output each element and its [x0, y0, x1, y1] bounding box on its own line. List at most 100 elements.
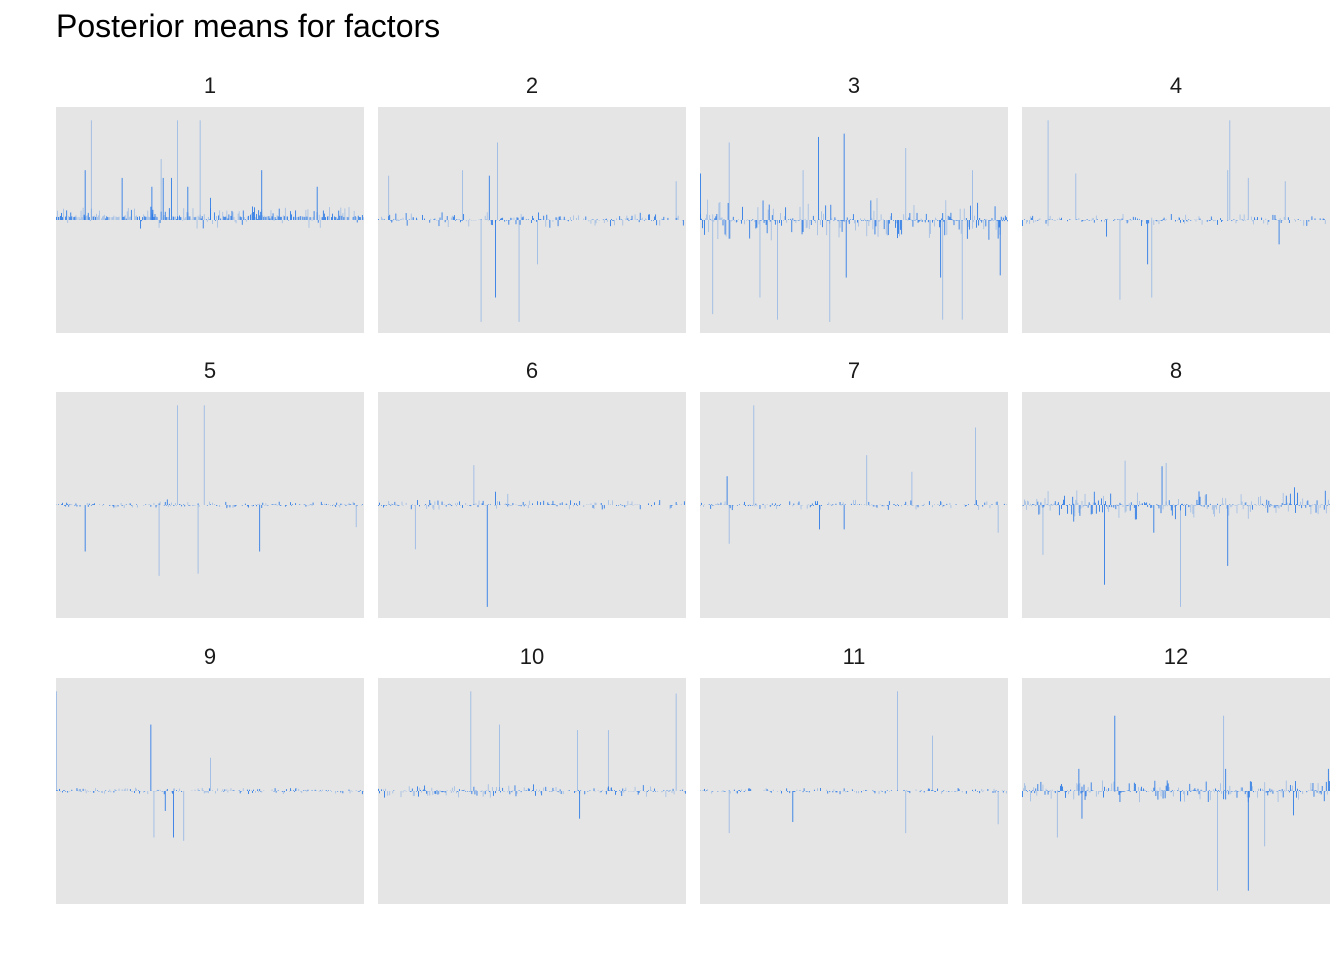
- factor-bar: [349, 503, 351, 505]
- factor-bar: [1064, 495, 1065, 505]
- factor-bar: [240, 791, 242, 792]
- factor-bar: [923, 503, 925, 505]
- factor-bar: [306, 505, 308, 506]
- factor-bar: [1209, 791, 1211, 801]
- factor-bar: [883, 220, 885, 230]
- factor-bar: [682, 220, 684, 226]
- factor-bar: [1284, 791, 1286, 792]
- factor-bar: [465, 503, 467, 505]
- factor-bar: [1126, 220, 1128, 224]
- factor-bar: [878, 220, 880, 222]
- factor-bar: [669, 505, 671, 510]
- factor-bar: [441, 501, 443, 505]
- factor-bar: [383, 789, 384, 791]
- factor-bar: [1194, 788, 1196, 791]
- factor-bar: [712, 220, 714, 315]
- factor-bar: [1213, 791, 1215, 793]
- factor-bar: [922, 505, 924, 506]
- factor-bar: [868, 501, 870, 505]
- factor-bar: [101, 218, 102, 220]
- factor-bar: [482, 500, 484, 505]
- factor-bar: [1124, 460, 1126, 505]
- factor-bar: [1197, 504, 1199, 505]
- factor-bar: [512, 790, 514, 791]
- factor-bar: [344, 503, 346, 505]
- factor-bar: [156, 790, 158, 791]
- factor-bar: [1263, 790, 1265, 791]
- factor-bar: [258, 210, 260, 220]
- factor-bar: [393, 219, 395, 220]
- factor-bar: [1163, 217, 1165, 220]
- factor-bar: [1084, 220, 1086, 221]
- factor-bar: [986, 501, 988, 505]
- factor-bar: [445, 220, 447, 221]
- factor-bar: [835, 791, 837, 793]
- factor-bar: [1182, 503, 1183, 505]
- factor-bar: [729, 791, 731, 794]
- factor-bar: [383, 219, 384, 220]
- factor-bar: [150, 505, 152, 507]
- factor-bar: [334, 216, 336, 220]
- factor-bar: [257, 219, 259, 220]
- factor-bar: [1132, 216, 1134, 220]
- factor-bar: [1206, 505, 1208, 509]
- factor-bar: [1234, 505, 1236, 506]
- factor-bar: [1127, 790, 1129, 791]
- factor-bar: [684, 791, 686, 794]
- factor-bar: [548, 219, 550, 220]
- factor-bar: [499, 501, 500, 505]
- factor-bar: [1029, 790, 1031, 791]
- factor-bar: [1276, 505, 1278, 507]
- factor-bar: [155, 791, 157, 792]
- factor-bar: [1262, 503, 1264, 505]
- factor-bar: [495, 791, 496, 794]
- factor-bar: [105, 790, 107, 791]
- factor-bar: [827, 791, 829, 794]
- factor-bar: [1114, 219, 1116, 220]
- factor-bar: [932, 790, 933, 791]
- factor-bar: [335, 217, 337, 220]
- factor-bar: [1140, 788, 1141, 791]
- factor-bar: [153, 791, 155, 838]
- factor-bar: [507, 791, 509, 793]
- factor-bar: [1221, 220, 1222, 223]
- factor-bar: [1279, 218, 1281, 220]
- factor-bar: [976, 220, 977, 228]
- factor-bar: [871, 504, 873, 505]
- strip-label: 2: [526, 73, 538, 98]
- factor-bar: [1091, 790, 1093, 791]
- factor-bar: [1005, 791, 1007, 794]
- factor-bar: [66, 502, 68, 505]
- factor-bar: [754, 505, 756, 507]
- factor-bar: [398, 505, 400, 506]
- factor-bar: [621, 219, 623, 220]
- factor-bar: [496, 505, 497, 509]
- factor-bar: [661, 218, 663, 220]
- factor-bar: [1151, 220, 1153, 298]
- factor-bar: [227, 791, 229, 793]
- factor-bar: [1113, 505, 1115, 508]
- factor-bar: [459, 501, 460, 505]
- factor-bar: [628, 220, 630, 222]
- factor-bar: [406, 220, 408, 226]
- factor-bar: [942, 505, 944, 508]
- factor-bar: [1040, 502, 1042, 505]
- factor-bar: [575, 791, 576, 793]
- factor-bar: [359, 217, 361, 220]
- factor-bar: [378, 505, 379, 506]
- factor-bar: [1075, 500, 1077, 505]
- factor-bar: [884, 791, 886, 794]
- factor-bar: [335, 505, 337, 507]
- factor-bar: [1118, 505, 1120, 518]
- factor-bar: [56, 790, 57, 791]
- factor-bar: [1191, 789, 1193, 791]
- factor-bar: [773, 505, 775, 506]
- factor-bar: [568, 790, 570, 791]
- factor-bar: [911, 471, 913, 505]
- factor-bar: [189, 216, 191, 220]
- factor-bar: [943, 505, 945, 507]
- factor-bar: [176, 505, 177, 506]
- factor-bar: [508, 785, 510, 791]
- factor-bar: [85, 791, 87, 794]
- factor-bar: [1280, 791, 1282, 793]
